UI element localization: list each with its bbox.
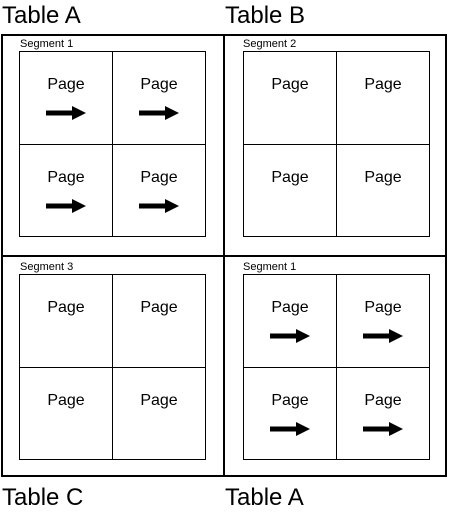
- page-label: Page: [364, 299, 402, 316]
- page-cell: Page: [20, 275, 112, 367]
- page-cell: Page: [337, 145, 429, 237]
- page-cell: Page: [113, 368, 205, 460]
- page-cell: Page: [113, 52, 205, 144]
- page-label: Page: [47, 299, 85, 316]
- page-label: Page: [140, 392, 178, 409]
- grid-horizontal-line: [20, 367, 205, 368]
- page-label: Page: [140, 299, 178, 316]
- page-cell: Page: [337, 52, 429, 144]
- segment-label: Segment 3: [20, 261, 74, 273]
- grid-horizontal-line: [20, 144, 205, 145]
- grid-horizontal-line: [244, 367, 429, 368]
- segment-grid: Page Page Page Page: [19, 274, 206, 460]
- page-cell: Page: [20, 368, 112, 460]
- segment-grid: Page Page Page Page: [243, 51, 430, 237]
- right-arrow-icon: [270, 422, 310, 436]
- page-label: Page: [364, 169, 402, 186]
- table-label-bottom-right: Table A: [225, 484, 304, 511]
- right-arrow-icon: [46, 106, 86, 120]
- right-arrow-icon: [46, 199, 86, 213]
- page-cell: Page: [113, 145, 205, 237]
- page-cell: Page: [244, 145, 336, 237]
- page-cell: Page: [20, 145, 112, 237]
- page-cell: Page: [113, 275, 205, 367]
- grid-horizontal-line: [244, 144, 429, 145]
- page-label: Page: [364, 392, 402, 409]
- segment-label: Segment 2: [243, 38, 297, 50]
- page-label: Page: [47, 392, 85, 409]
- right-arrow-icon: [270, 329, 310, 343]
- segment-label: Segment 1: [243, 261, 297, 273]
- page-label: Page: [271, 169, 309, 186]
- table-label-top-right: Table B: [225, 2, 306, 29]
- page-cell: Page: [244, 52, 336, 144]
- page-label: Page: [47, 169, 85, 186]
- page-cell: Page: [337, 368, 429, 460]
- page-label: Page: [364, 76, 402, 93]
- page-cell: Page: [337, 275, 429, 367]
- table-label-top-left: Table A: [2, 2, 81, 29]
- page-label: Page: [271, 392, 309, 409]
- page-cell: Page: [244, 275, 336, 367]
- page-label: Page: [140, 76, 178, 93]
- segment-grid: Page Page Page Page: [243, 274, 430, 460]
- right-arrow-icon: [139, 106, 179, 120]
- segment-grid: Page Page Page Page: [19, 51, 206, 237]
- right-arrow-icon: [363, 422, 403, 436]
- segment-label: Segment 1: [20, 38, 74, 50]
- page-cell: Page: [244, 368, 336, 460]
- page-label: Page: [140, 169, 178, 186]
- horizontal-divider: [1, 255, 447, 257]
- table-label-bottom-left: Table C: [2, 484, 84, 511]
- page-label: Page: [271, 299, 309, 316]
- page-label: Page: [271, 76, 309, 93]
- right-arrow-icon: [139, 199, 179, 213]
- page-label: Page: [47, 76, 85, 93]
- page-cell: Page: [20, 52, 112, 144]
- right-arrow-icon: [363, 329, 403, 343]
